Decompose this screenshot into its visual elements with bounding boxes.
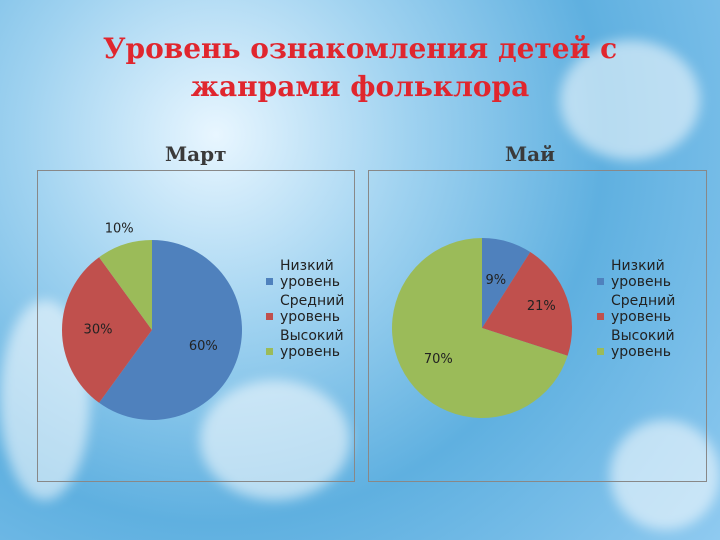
decoration	[200, 380, 350, 500]
decoration	[610, 420, 720, 530]
legend-label: Средний уровень	[280, 293, 345, 325]
chart-frame	[368, 170, 707, 482]
chart-frame	[37, 170, 355, 482]
chart-title: Май	[505, 142, 555, 166]
legend-item: Высокий уровень	[597, 328, 689, 360]
legend: Низкий уровень Средний уровень Высокий уро…	[266, 258, 358, 363]
legend-item: Высокий уровень	[266, 328, 358, 360]
legend-label: Высокий уровень	[280, 328, 344, 360]
legend-item: Средний уровень	[597, 293, 689, 325]
pie-slice	[62, 257, 152, 403]
data-label: 30%	[84, 323, 113, 338]
legend-swatch	[597, 348, 604, 355]
legend-swatch	[266, 278, 273, 285]
legend-swatch	[266, 313, 273, 320]
legend-swatch	[597, 313, 604, 320]
pie-slice	[482, 252, 572, 356]
legend-label: Низкий уровень	[611, 258, 672, 290]
legend-label: Низкий уровень	[280, 258, 341, 290]
legend-item: Низкий уровень	[597, 258, 689, 290]
data-label: 9%	[485, 273, 506, 288]
legend: Низкий уровень Средний уровень Высокий уро…	[597, 258, 689, 363]
decoration	[560, 40, 700, 160]
legend-label: Средний уровень	[611, 293, 676, 325]
data-label: 60%	[189, 339, 218, 354]
legend-label: Высокий уровень	[611, 328, 675, 360]
legend-item: Низкий уровень	[266, 258, 358, 290]
legend-item: Средний уровень	[266, 293, 358, 325]
slide-title: Уровень ознакомления детей с жанрами фол…	[102, 32, 618, 103]
pie-slice	[482, 238, 531, 328]
pie-slice	[392, 238, 568, 418]
data-label: 70%	[424, 352, 453, 367]
chart-title: Март	[165, 142, 227, 166]
data-label: 21%	[527, 299, 556, 314]
pie-slice	[99, 240, 243, 420]
pie-slice	[99, 240, 152, 330]
data-label: 10%	[105, 221, 134, 236]
legend-swatch	[266, 348, 273, 355]
legend-swatch	[597, 278, 604, 285]
